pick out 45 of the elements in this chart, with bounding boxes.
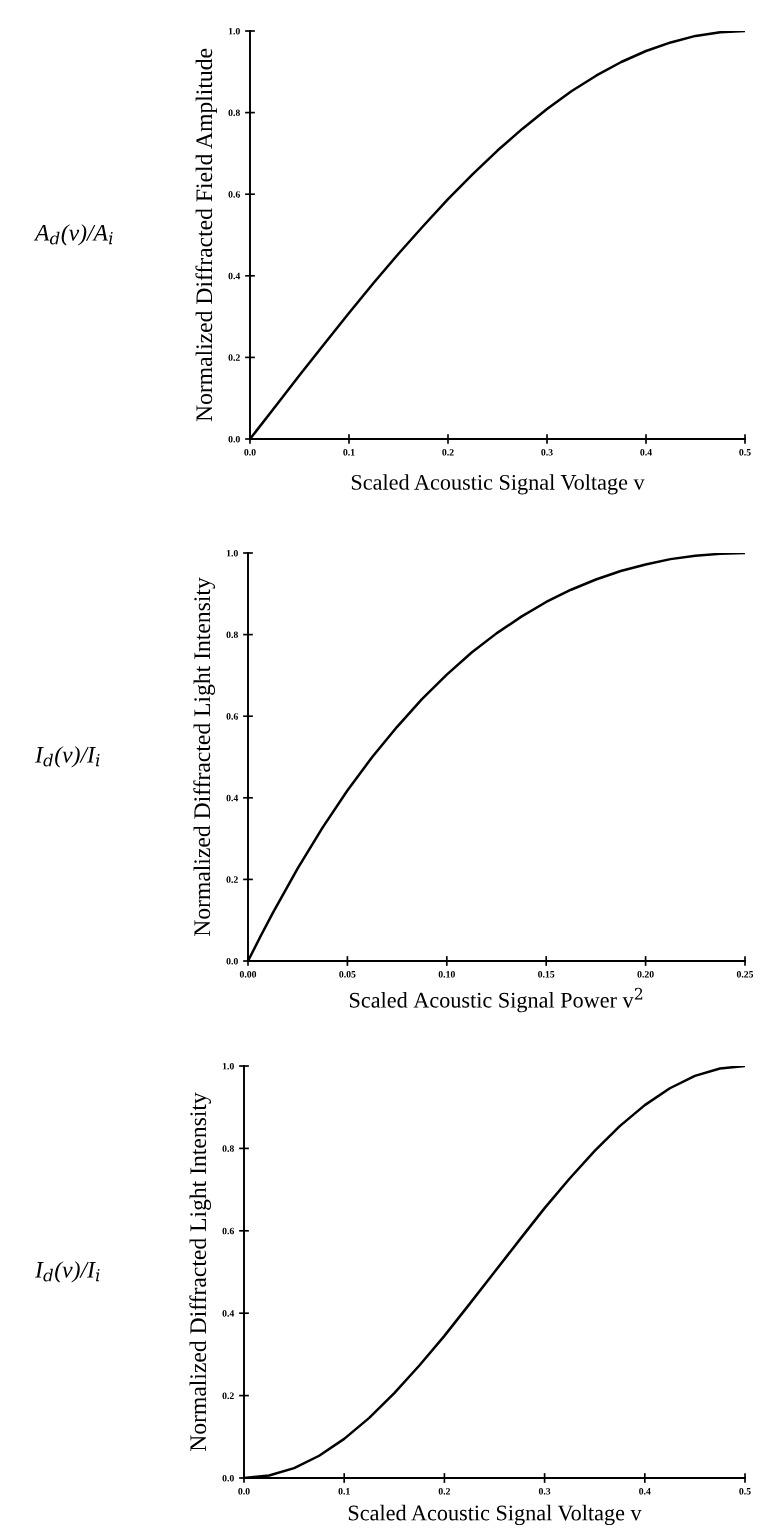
x-tick-label: 0.1 [338,1488,350,1495]
x-tick-label: 0.3 [541,449,553,456]
x-tick-label: 0.5 [739,449,751,456]
x-tick-label: 0.15 [538,971,555,978]
y-tick-label: 1.0 [222,1062,234,1070]
y-tick-label: 0.8 [226,631,238,639]
x-tick-label: 0.0 [244,449,256,456]
x-axis-title: Scaled Acoustic Signal Power v$^{2}$ [349,987,643,1013]
y-tick-label: 0.4 [228,272,241,280]
y-tick-label: 0.6 [228,191,240,198]
x-tick-label: 0.0 [238,1488,250,1495]
y-tick-label: 0.0 [226,957,238,965]
x-tick-label: 0.1 [343,449,355,456]
text: I$_{d}$(v)/I$_{i}$ [34,746,100,768]
x-tick-label: 0.2 [438,1488,451,1495]
x-tick-label: 0.10 [438,971,455,978]
y-tick-label: 0.6 [222,1227,234,1235]
y-tick-label: 0.0 [222,1474,234,1482]
x-tick-label: 0.25 [736,971,754,978]
x-tick-label: 0.4 [640,449,652,456]
y-tick-label: 0.2 [228,354,240,361]
x-tick-label: 0.05 [339,971,356,978]
y-tick-label: 0.2 [222,1392,234,1400]
y-axis-title: Normalized Diffracted Light Intensity [189,1092,212,1452]
x-tick-label: 0.00 [239,971,257,978]
y-tick-label: 0.6 [226,713,238,720]
x-tick-label: 0.4 [639,1488,651,1495]
x-tick-label: 0.20 [637,971,654,978]
text: I$_{d}$(v)/I$_{i}$ [34,1261,100,1283]
y-tick-label: 1.0 [226,549,238,557]
x-tick-label: 0.3 [538,1488,551,1495]
y-tick-label: 0.2 [226,876,238,883]
x-tick-label: 0.5 [739,1488,751,1495]
y-axis-title: Normalized Diffracted Light Intensity [193,577,216,937]
y-tick-label: 0.8 [228,109,240,117]
y-tick-label: 1.0 [228,27,240,35]
text: A$_{d}$(v)/A$_{i}$ [33,224,113,246]
y-tick-label: 0.8 [222,1145,234,1152]
y-tick-label: 0.4 [226,794,239,802]
y-axis-title: Normalized Diffracted Field Amplitude [195,48,218,422]
x-axis-title: Scaled Acoustic Signal Voltage v [351,474,645,495]
y-tick-label: 0.0 [228,435,240,443]
y-tick-label: 0.4 [222,1310,235,1317]
x-tick-label: 0.2 [442,449,454,456]
x-axis-title: Scaled Acoustic Signal Voltage v [348,1504,642,1526]
